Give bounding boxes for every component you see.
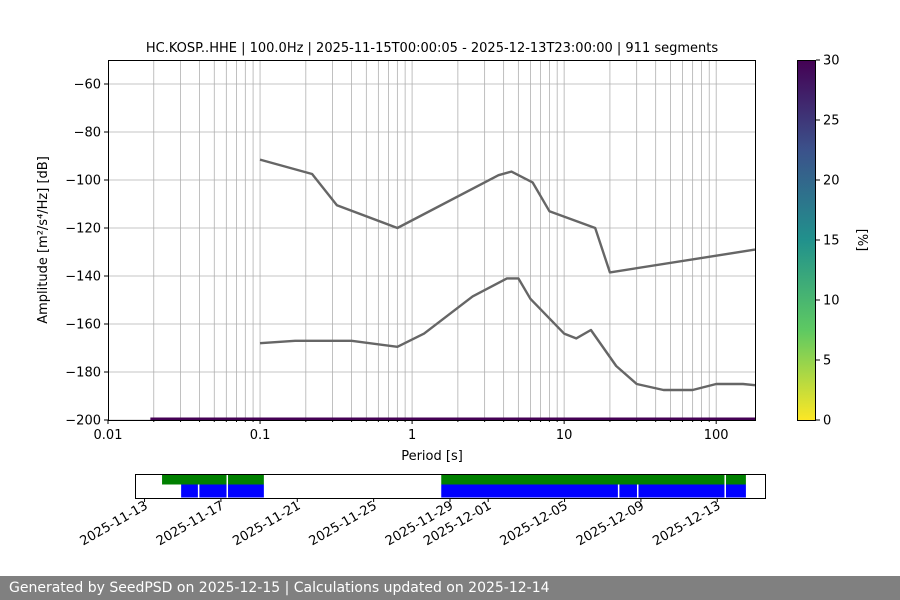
chart-title: HC.KOSP..HHE | 100.0Hz | 2025-11-15T00:0…	[146, 41, 719, 56]
y-tick-label: −160	[65, 318, 101, 333]
colorbar-tick-label: 25	[823, 114, 840, 129]
y-tick-label: −200	[65, 414, 101, 429]
y-axis-label: Amplitude [m²/s⁴/Hz] [dB]	[36, 156, 51, 324]
y-axis-ticks: −60 −80 −100 −120 −140 −160 −180 −200	[65, 78, 108, 429]
colorbar-tick-label: 0	[823, 414, 831, 429]
y-tick-label: −80	[74, 126, 101, 141]
timeline-ticks: 2025-11-13 2025-11-17 2025-11-21 2025-11-25…	[78, 498, 723, 549]
bottom-band	[150, 417, 756, 421]
colorbar-tick-label: 10	[823, 294, 840, 309]
footer-text: Generated by SeedPSD on 2025-12-15 | Cal…	[0, 576, 900, 600]
y-tick-label: −120	[65, 222, 101, 237]
x-axis-ticks: 0.01 0.1 1 10 100	[94, 420, 729, 443]
y-gridlines	[108, 83, 755, 421]
colorbar	[797, 60, 816, 421]
x-tick-label: 0.01	[94, 428, 123, 443]
colorbar-tick-label: 5	[823, 354, 831, 369]
timeline-tick-label: 2025-11-17	[154, 498, 227, 549]
timeline-tick-label: 2025-11-25	[307, 498, 380, 549]
availability-gap	[197, 484, 200, 498]
y-tick-label: −140	[65, 270, 101, 285]
x-axis-label: Period [s]	[401, 449, 463, 464]
availability-bar-blue	[181, 484, 264, 498]
timeline-tick-label: 2025-12-13	[650, 498, 723, 549]
x-tick-label: 0.1	[250, 428, 271, 443]
timeline-tick-label: 2025-12-09	[574, 498, 647, 549]
x-gridlines	[153, 60, 717, 420]
x-tick-label: 100	[704, 428, 729, 443]
colorbar-label: [%]	[854, 229, 869, 252]
availability-gap	[226, 475, 229, 485]
availability-gap	[617, 484, 620, 498]
lower-percentile-line	[259, 277, 756, 392]
upper-percentile-line	[259, 158, 756, 274]
availability-bar-green	[441, 475, 746, 485]
y-tick-label: −180	[65, 366, 101, 381]
x-tick-label: 10	[556, 428, 573, 443]
availability-gap	[636, 484, 639, 498]
availability-gap	[724, 484, 726, 498]
series-layer	[259, 158, 756, 392]
availability-timeline	[162, 475, 746, 498]
colorbar-tick-label: 15	[823, 234, 840, 249]
timeline-tick-label: 2025-11-21	[230, 498, 303, 549]
colorbar-tick-label: 30	[823, 54, 840, 69]
y-tick-label: −60	[74, 78, 101, 93]
colorbar-ticks: 0 5 10 15 20 25 30	[816, 54, 840, 429]
plot-frame	[108, 60, 756, 421]
timeline-tick-label: 2025-12-05	[498, 498, 571, 549]
availability-gap	[724, 475, 726, 485]
availability-bar-green	[162, 475, 264, 485]
availability-bar-blue	[441, 484, 746, 498]
colorbar-tick-label: 20	[823, 174, 840, 189]
availability-gap	[226, 484, 229, 498]
chart-canvas: HC.KOSP..HHE | 100.0Hz | 2025-11-15T00:0…	[36, 41, 869, 549]
y-tick-label: −100	[65, 174, 101, 189]
x-tick-label: 1	[408, 428, 416, 443]
timeline-tick-label: 2025-11-13	[78, 498, 151, 549]
